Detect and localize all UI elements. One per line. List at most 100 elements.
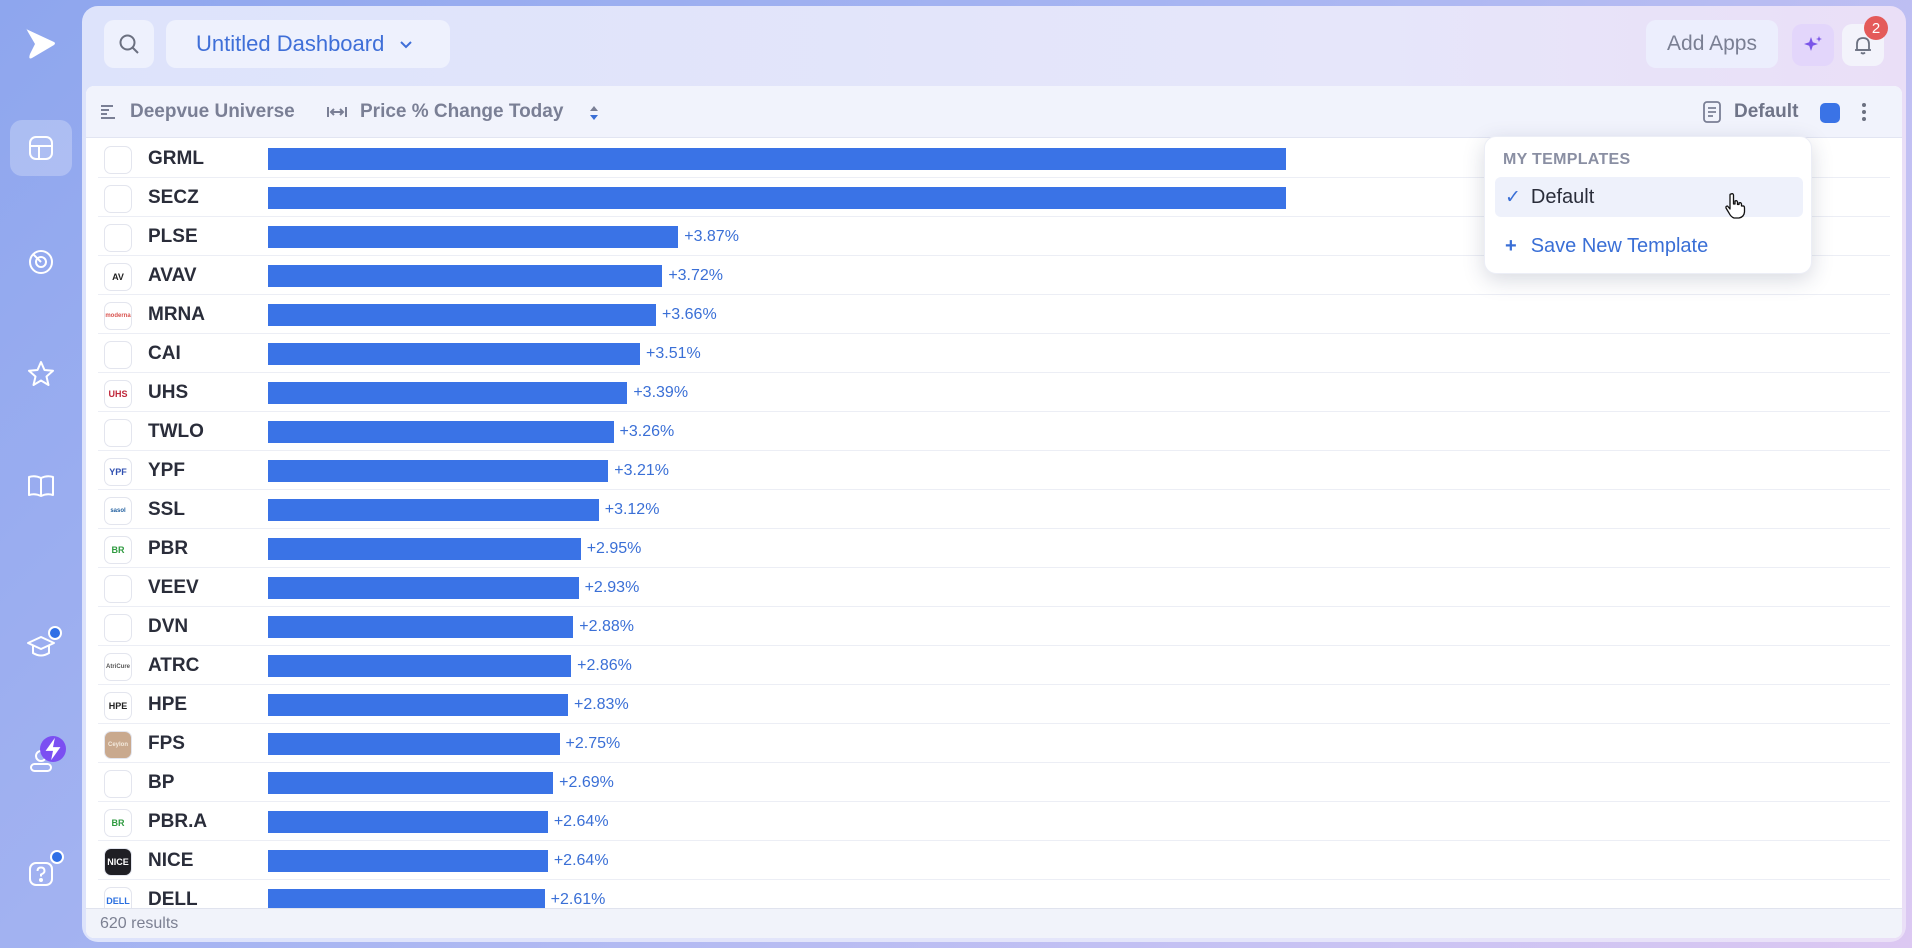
table-row[interactable]: BR PBR.A +2.64% (98, 802, 1890, 841)
sidebar-item-dashboards[interactable] (10, 120, 72, 176)
table-row[interactable]: PLSE +3.87% (98, 217, 1890, 256)
sort-icon[interactable] (588, 104, 600, 122)
bar-value-label: +3.72% (668, 267, 724, 284)
sidebar-item-help[interactable] (10, 846, 72, 902)
ticker-label: PBR.A (148, 811, 208, 832)
ticker-label: HPE (148, 694, 188, 715)
chart-bar[interactable] (268, 850, 548, 872)
chart-bar[interactable] (268, 148, 1286, 170)
company-logo-icon (104, 224, 132, 252)
templates-header: MY TEMPLATES (1503, 151, 1631, 168)
chart-bar[interactable] (268, 889, 545, 908)
chart-bar[interactable] (268, 421, 614, 443)
table-row[interactable]: SECZ (98, 178, 1890, 217)
table-row[interactable]: BP +2.69% (98, 763, 1890, 802)
color-swatch[interactable] (1820, 103, 1840, 123)
left-rail (0, 0, 80, 948)
ticker-label: VEEV (148, 577, 199, 598)
metric-selector[interactable]: Price % Change Today (326, 86, 563, 138)
bar-value-label: +2.64% (553, 813, 609, 830)
plus-icon: + (1505, 234, 1517, 257)
add-apps-button[interactable]: Add Apps (1646, 20, 1778, 68)
ticker-label: UHS (148, 382, 189, 403)
graduation-cap-icon (27, 636, 55, 657)
table-row[interactable]: HPE HPE +2.83% (98, 685, 1890, 724)
table-row[interactable]: GRML (98, 139, 1890, 178)
radar-icon (29, 250, 53, 274)
sidebar-item-journal[interactable] (10, 458, 72, 514)
bar-value-label: +2.93% (584, 579, 640, 596)
table-row[interactable]: DELL DELL +2.61% (98, 880, 1890, 908)
table-row[interactable]: VEEV +2.93% (98, 568, 1890, 607)
chart-bar[interactable] (268, 694, 568, 716)
sidebar-item-watchlists[interactable] (10, 346, 72, 402)
more-options-icon[interactable] (1860, 102, 1868, 122)
ticker-label: TWLO (148, 421, 204, 442)
sidebar-item-account[interactable] (10, 732, 72, 788)
chart-bar[interactable] (268, 733, 560, 755)
table-row[interactable]: BR PBR +2.95% (98, 529, 1890, 568)
company-logo-icon: BR (104, 536, 132, 564)
chart-bar[interactable] (268, 772, 554, 794)
template-option-default[interactable]: ✓ Default (1495, 177, 1803, 217)
chart-bar[interactable] (268, 577, 579, 599)
dashboard-icon (29, 136, 53, 160)
bar-value-label: +2.75% (565, 735, 621, 752)
table-row[interactable]: moderna MRNA +3.66% (98, 295, 1890, 334)
results-count: 620 results (86, 908, 1902, 938)
table-row[interactable]: CAI +3.51% (98, 334, 1890, 373)
dashboard-selector[interactable]: Untitled Dashboard (166, 20, 450, 68)
company-logo-icon: NICE (104, 848, 132, 876)
chart-bar[interactable] (268, 811, 548, 833)
template-option-label: Default (1530, 185, 1595, 208)
template-label: Default (1734, 101, 1799, 122)
sidebar-item-learn[interactable] (10, 618, 72, 674)
table-row[interactable]: UHS UHS +3.39% (98, 373, 1890, 412)
chart-bar[interactable] (268, 616, 574, 638)
chart-bar[interactable] (268, 382, 628, 404)
company-logo-icon: YPF (104, 458, 132, 486)
company-logo-icon: HPE (104, 692, 132, 720)
save-new-template-button[interactable]: + Save New Template (1505, 227, 1708, 265)
bar-value-label: +3.66% (661, 306, 717, 323)
table-row[interactable]: DVN +2.88% (98, 607, 1890, 646)
company-logo-icon (104, 419, 132, 447)
table-row[interactable]: YPF YPF +3.21% (98, 451, 1890, 490)
sidebar-item-scanner[interactable] (10, 234, 72, 290)
bar-value-label: +3.39% (633, 384, 689, 401)
table-row[interactable]: Ceylon FPS +2.75% (98, 724, 1890, 763)
search-button[interactable] (104, 20, 154, 68)
company-logo-icon (104, 614, 132, 642)
ticker-label: MRNA (148, 304, 205, 325)
chart-bar[interactable] (268, 187, 1286, 209)
bar-value-label: +2.95% (586, 540, 642, 557)
chart-bar[interactable] (268, 655, 572, 677)
bar-value-label: +2.83% (573, 696, 629, 713)
chart-bar[interactable] (268, 226, 679, 248)
chart-bar[interactable] (268, 499, 599, 521)
book-icon (28, 475, 54, 497)
company-logo-icon (104, 575, 132, 603)
chart-bar[interactable] (268, 538, 581, 560)
chart-bar[interactable] (268, 343, 641, 365)
ai-assistant-button[interactable] (1792, 24, 1834, 66)
ticker-label: BP (148, 772, 175, 793)
template-selector[interactable]: Default (1702, 86, 1798, 138)
table-row[interactable]: NICE NICE +2.64% (98, 841, 1890, 880)
search-icon (119, 34, 139, 54)
app-logo-icon[interactable] (22, 26, 58, 62)
chart-bar[interactable] (268, 265, 663, 287)
universe-selector[interactable]: Deepvue Universe (100, 86, 295, 138)
company-logo-icon: BR (104, 809, 132, 837)
ticker-label: SECZ (148, 187, 199, 208)
main-panel: Untitled Dashboard Add Apps 2 (82, 6, 1906, 942)
table-row[interactable]: AtriCure ATRC +2.86% (98, 646, 1890, 685)
help-badge (50, 850, 64, 864)
table-row[interactable]: AV AVAV +3.72% (98, 256, 1890, 295)
table-row[interactable]: TWLO +3.26% (98, 412, 1890, 451)
chart-bar[interactable] (268, 460, 609, 482)
table-row[interactable]: sasol SSL +3.12% (98, 490, 1890, 529)
notification-count-badge: 2 (1864, 16, 1888, 40)
notifications-button[interactable] (1842, 24, 1884, 66)
chart-bar[interactable] (268, 304, 656, 326)
